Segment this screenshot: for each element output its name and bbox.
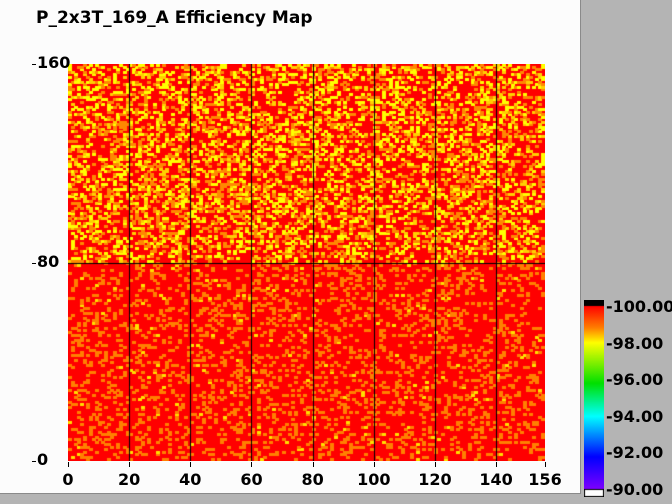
chart-title: P_2x3T_169_A Efficiency Map xyxy=(36,8,313,28)
x-tick-label: 20 xyxy=(118,470,141,489)
y-tick-label: 0 xyxy=(37,450,49,469)
y-tick-label: 80 xyxy=(37,251,60,271)
y-tick-mark xyxy=(32,461,36,462)
x-tick-mark xyxy=(434,462,436,467)
x-tick-label: 40 xyxy=(179,470,202,489)
colorbar-tick-label: -100.00 xyxy=(606,297,672,316)
x-tick-label: 100 xyxy=(357,470,391,489)
chart-panel: P_2x3T_169_A Efficiency Map 0 80 160 0 20 40 6… xyxy=(0,0,581,494)
colorbar-tick-label: -92.00 xyxy=(606,443,664,463)
x-tick-mark xyxy=(251,462,253,467)
x-tick-mark xyxy=(190,462,192,467)
colorbar-tick-label: -98.00 xyxy=(606,333,664,353)
heatmap-cells xyxy=(68,64,545,461)
x-tick-mark xyxy=(496,462,498,467)
plot-area xyxy=(68,64,545,461)
colorbar xyxy=(584,300,604,497)
y-tick-mark xyxy=(32,262,36,264)
x-tick-label: 0 xyxy=(62,470,74,489)
x-tick-label: 140 xyxy=(479,470,513,489)
x-tick-mark xyxy=(545,462,546,467)
x-tick-mark xyxy=(68,462,69,467)
x-tick-mark xyxy=(373,462,375,467)
y-tick-label: 160 xyxy=(37,53,71,72)
colorbar-tick-label: -94.00 xyxy=(606,406,664,426)
x-tick-label: 120 xyxy=(418,470,452,489)
x-tick-mark xyxy=(129,462,131,467)
x-tick-label: 60 xyxy=(240,470,263,489)
x-tick-label: 80 xyxy=(301,470,324,489)
x-tick-mark xyxy=(312,462,314,467)
colorbar-tick-label: -96.00 xyxy=(606,370,664,390)
y-tick-mark xyxy=(32,64,36,65)
colorbar-tick-label: -90.00 xyxy=(606,480,664,499)
x-tick-label: 156 xyxy=(528,470,562,489)
